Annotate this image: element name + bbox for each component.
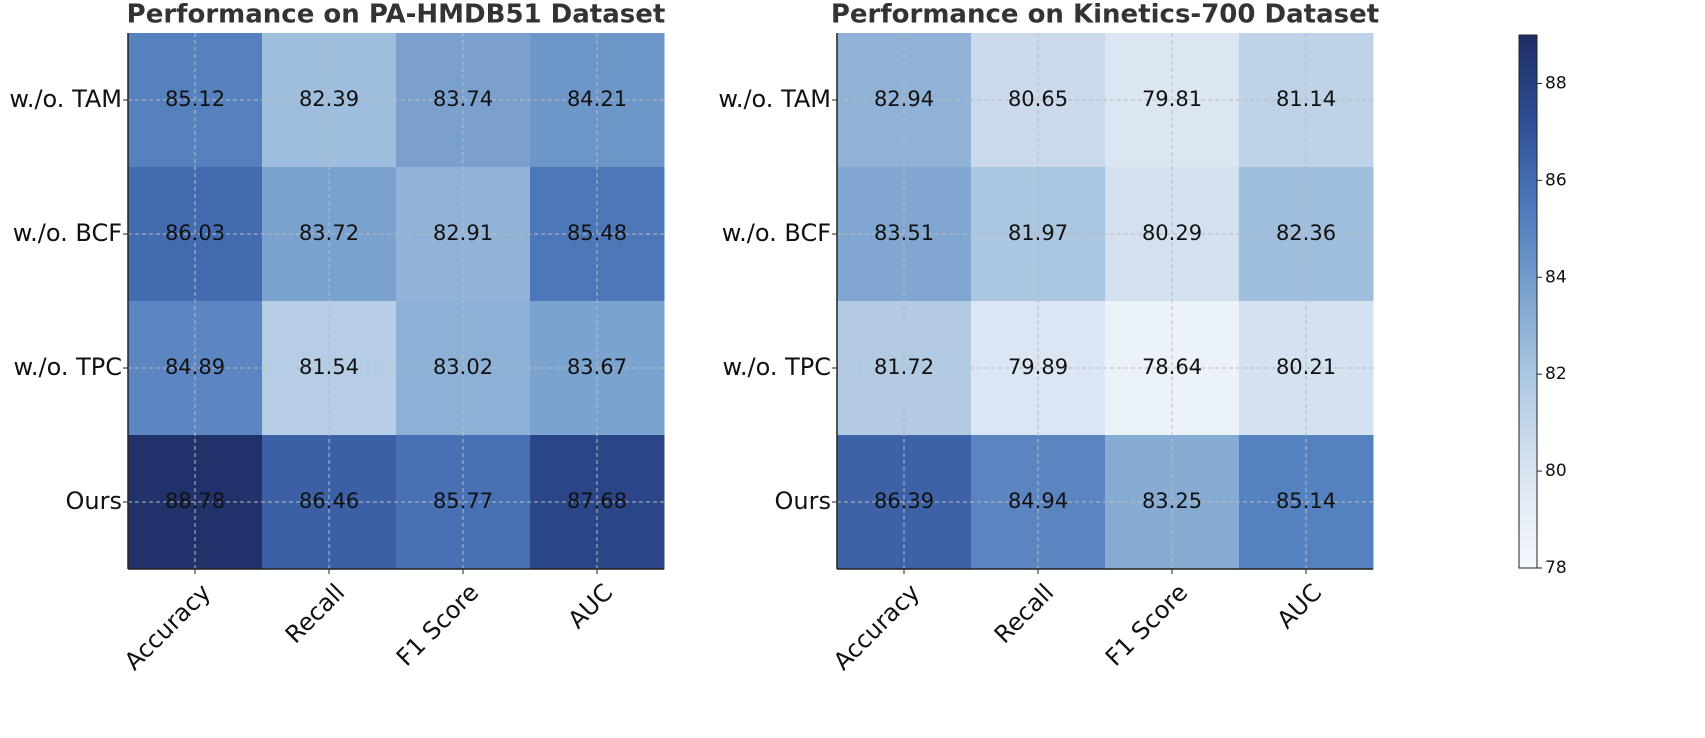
colorbar-tick-label: 84: [1545, 267, 1567, 287]
x-tick-label: Accuracy: [828, 578, 925, 675]
cell-label: 81.54: [299, 355, 359, 379]
cell-label: 78.64: [1142, 355, 1202, 379]
cell-label: 80.65: [1008, 87, 1068, 111]
x-tick-label: F1 Score: [1100, 578, 1193, 671]
y-tick-label: Ours: [66, 487, 122, 515]
y-tick-label: w./o. TAM: [718, 85, 831, 113]
cell-label: 80.21: [1276, 355, 1336, 379]
cell-label: 79.81: [1142, 87, 1202, 111]
x-tick-label: Accuracy: [119, 578, 216, 675]
y-tick-label: w./o. TPC: [722, 353, 831, 381]
y-tick-label: w./o. TAM: [9, 85, 122, 113]
cell-label: 83.72: [299, 221, 359, 245]
cell-label: 83.02: [433, 355, 493, 379]
x-tick-label: Recall: [280, 578, 350, 648]
y-tick-label: Ours: [775, 487, 831, 515]
cell-label: 83.67: [567, 355, 627, 379]
chart-title: Performance on PA-HMDB51 Dataset: [127, 0, 666, 30]
cell-label: 85.48: [567, 221, 627, 245]
chart-title: Performance on Kinetics-700 Dataset: [831, 0, 1379, 30]
cell-label: 85.12: [165, 87, 225, 111]
cell-label: 84.94: [1008, 489, 1068, 513]
cell-label: 80.29: [1142, 221, 1202, 245]
colorbar-tick-label: 88: [1545, 73, 1567, 93]
x-tick-label: F1 Score: [391, 578, 484, 671]
cell-label: 82.94: [874, 87, 934, 111]
cell-label: 84.21: [567, 87, 627, 111]
cell-label: 82.91: [433, 221, 493, 245]
cell-label: 83.51: [874, 221, 934, 245]
colorbar-tick-label: 80: [1545, 461, 1567, 481]
x-tick-label: AUC: [563, 578, 619, 634]
cell-label: 88.78: [165, 489, 225, 513]
colorbar-tick-label: 86: [1545, 170, 1567, 190]
cell-label: 82.39: [299, 87, 359, 111]
x-tick-label: AUC: [1272, 578, 1328, 634]
colorbar-tick-label: 78: [1545, 558, 1567, 578]
y-tick-label: w./o. BCF: [722, 219, 831, 247]
cell-label: 87.68: [567, 489, 627, 513]
y-tick-label: w./o. BCF: [13, 219, 122, 247]
cell-label: 82.36: [1276, 221, 1336, 245]
cell-label: 86.46: [299, 489, 359, 513]
cell-label: 79.89: [1008, 355, 1068, 379]
cell-label: 81.97: [1008, 221, 1068, 245]
cell-label: 85.14: [1276, 489, 1336, 513]
cell-label: 86.03: [165, 221, 225, 245]
cell-label: 83.74: [433, 87, 493, 111]
cell-label: 81.14: [1276, 87, 1336, 111]
cell-label: 85.77: [433, 489, 493, 513]
y-tick-label: w./o. TPC: [13, 353, 122, 381]
cell-label: 83.25: [1142, 489, 1202, 513]
colorbar-tick-label: 82: [1545, 364, 1567, 384]
cell-label: 86.39: [874, 489, 934, 513]
cell-label: 81.72: [874, 355, 934, 379]
x-tick-label: Recall: [989, 578, 1059, 648]
colorbar: [1518, 34, 1538, 569]
cell-label: 84.89: [165, 355, 225, 379]
